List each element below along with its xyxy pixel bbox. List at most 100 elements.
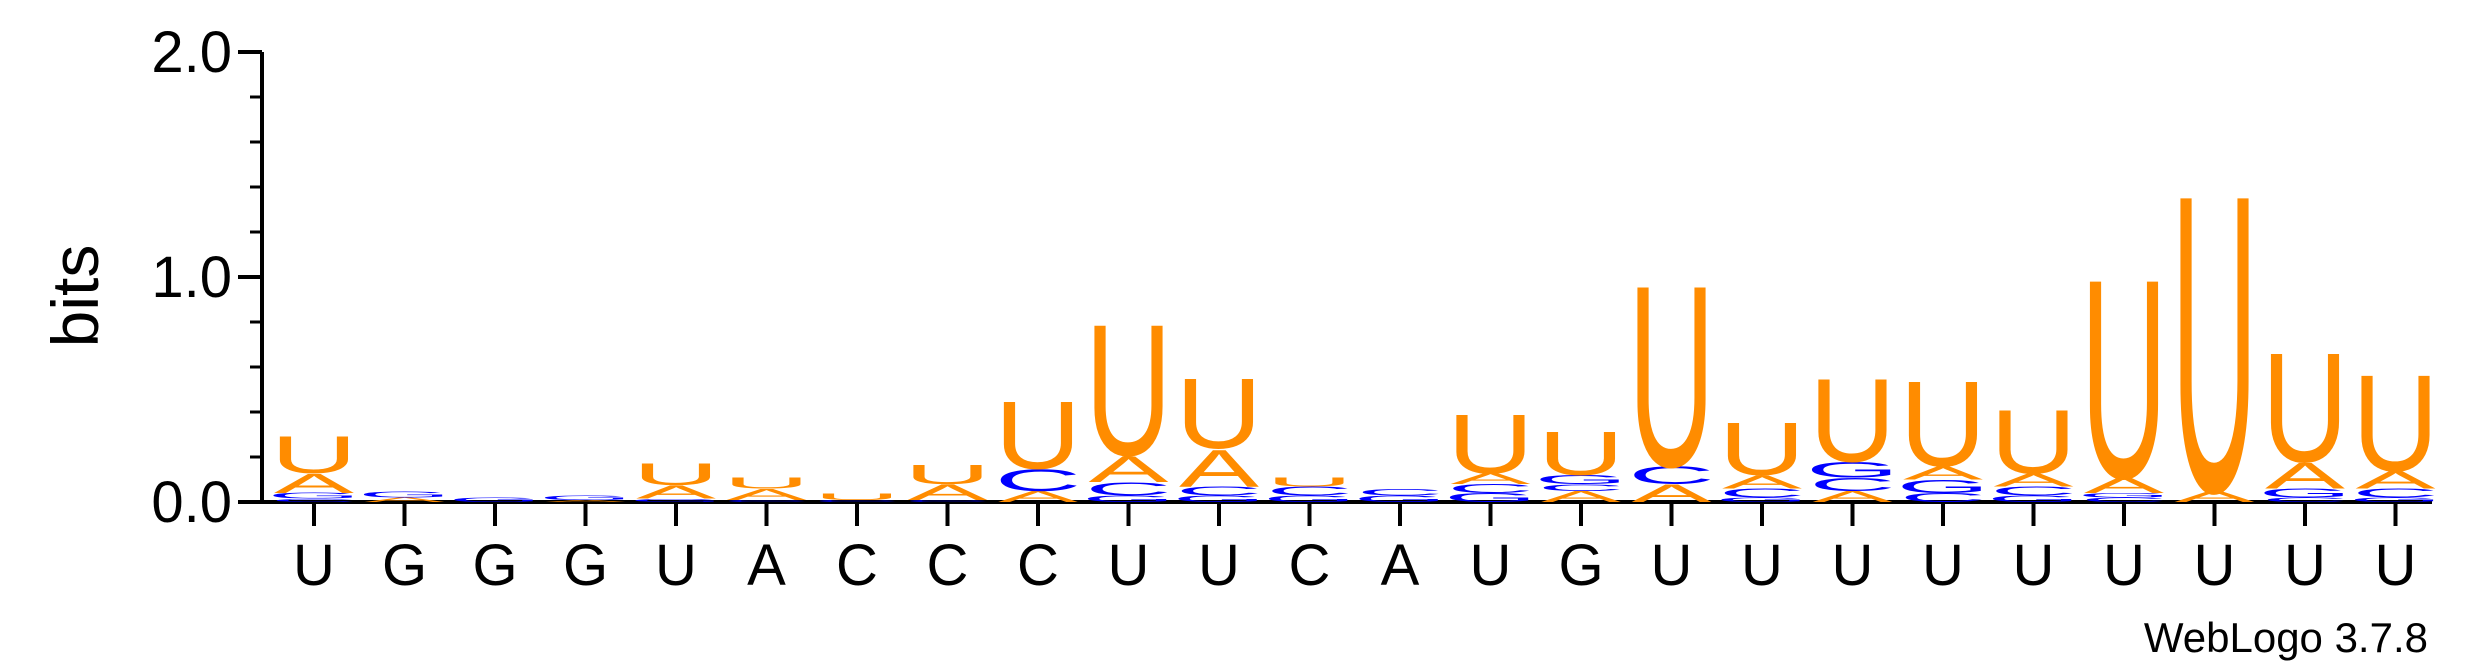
letter-glyph-C: C [1628,462,1715,490]
letter-glyph-G: G [1806,458,1899,482]
x-tick-label: U [293,533,335,598]
x-tick-label: U [1832,533,1874,598]
letter-glyph-U: U [904,459,991,490]
letter-glyph-C: C [2081,496,2168,503]
letter-glyph-G: G [1534,473,1627,487]
y-ticks: 0.0 1.0 2.0 [151,20,262,535]
x-tick-label: A [1381,533,1420,598]
letter-glyph-G: G [448,496,541,503]
x-tick-label: U [2194,533,2236,598]
letter-glyph-G: G [2349,496,2442,503]
letter-glyph-C: C [271,498,358,503]
letter-glyph-C: C [1900,491,1987,505]
letter-glyph-A: A [636,482,717,503]
y-axis-label: bits [38,245,112,348]
position-stack: AG [358,491,451,504]
letter-glyph-A: A [2174,488,2254,505]
x-tick-label: C [836,533,878,598]
letter-glyph-G: G [1172,494,1265,504]
position-stack: GAU [629,457,722,503]
letter-glyph-U: U [1809,355,1896,487]
position-stack: GCU [1263,475,1356,504]
letter-glyph-A: A [1088,448,1169,490]
letter-glyph-C: C [1447,482,1534,496]
letter-glyph-A: A [726,486,806,503]
position-stack: CU [814,491,901,502]
letter-glyph-U: U [1447,396,1534,490]
letter-glyph-C: C [1357,487,1444,497]
letter-glyph-C: C [2352,486,2439,500]
letter-glyph-G: G [1263,494,1356,504]
letter-glyph-U: U [1900,356,1987,492]
x-tick-label: C [1289,533,1331,598]
position-stack: AG [539,494,632,503]
letter-glyph-U: U [1719,408,1806,492]
x-tick-label: G [1558,533,1603,598]
letter-glyph-C: C [1085,478,1172,499]
letter-glyph-A: A [364,496,445,503]
letter-glyph-G: G [2258,486,2351,500]
position-stack: CAU [723,475,810,504]
position-stack: ACU [1628,231,1715,521]
letter-glyph-A: A [998,488,1078,505]
x-tick-label: U [1108,533,1150,598]
letter-glyph-A: A [1179,438,1259,498]
letter-glyph-U: U [1085,287,1172,495]
y-tick-label: 1.0 [151,245,232,310]
position-stack: GC [1353,487,1446,504]
letter-glyph-U: U [2352,347,2439,500]
letter-glyph-G: G [539,494,632,501]
x-tick-label: A [747,533,786,598]
letter-glyph-G: G [629,498,722,503]
letter-glyph-U: U [2081,221,2168,539]
letter-glyph-G: G [1987,494,2080,504]
x-tick-label: U [2375,533,2417,598]
x-tick-label: C [1017,533,1059,598]
x-tick-label: G [472,533,517,598]
letter-glyph-A: A [1812,488,1892,505]
letter-glyph-C: C [1538,482,1625,492]
letter-glyph-C: C [1809,474,1896,495]
x-tick-label: U [1922,533,1964,598]
letter-glyph-U: U [1176,358,1263,469]
letter-glyph-G: G [1082,494,1175,504]
letter-glyph-A: A [1450,470,1530,487]
letter-glyph-A: A [545,499,626,502]
letter-glyph-C: C [904,499,991,502]
letter-glyph-C: C [2262,496,2349,503]
position-stack: ACU [995,381,1082,505]
letter-glyph-G: G [267,492,360,501]
letter-glyph-U: U [814,491,901,501]
x-tick-label: U [1651,533,1693,598]
x-tick-label: U [1470,533,1512,598]
letter-glyph-C: C [995,463,1082,498]
letter-glyph-C: C [723,499,810,502]
letter-glyph-A: A [2084,473,2165,497]
letter-glyph-A: A [2265,455,2346,497]
y-tick-label: 2.0 [151,20,232,85]
letter-glyph-A: A [1993,469,2074,490]
letter-glyph-A: A [1722,472,1803,493]
weblogo-footer: WebLogo 3.7.8 [2144,614,2428,661]
position-stack: CAU [904,459,991,505]
letter-glyph-A: A [1903,463,1984,484]
letter-glyph-U: U [1538,419,1625,489]
letter-glyph-U: U [1628,231,1715,521]
x-tick-label: U [2103,533,2145,598]
letter-glyph-U: U [633,457,720,492]
letter-glyph-A: A [1541,488,1621,505]
letter-glyph-U: U [723,475,810,492]
x-tick-label: U [1741,533,1783,598]
